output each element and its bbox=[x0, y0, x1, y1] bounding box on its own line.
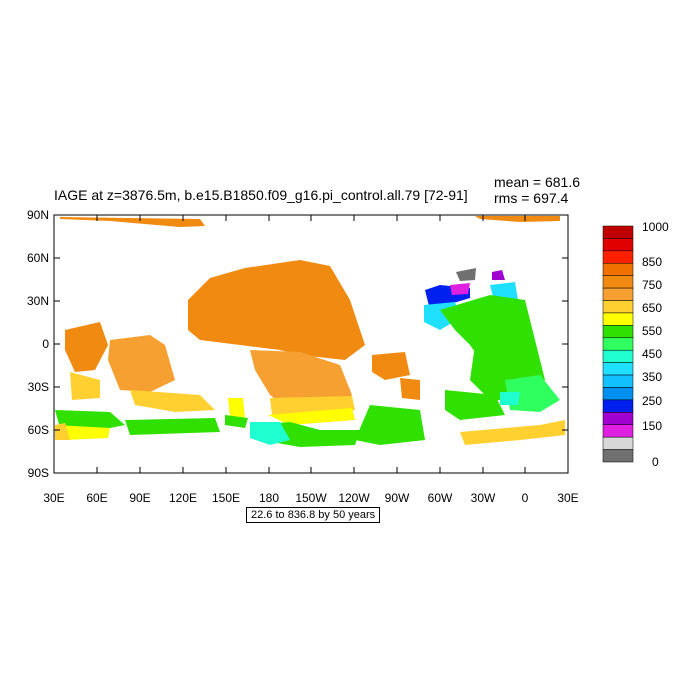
colorbar-swatch bbox=[602, 449, 634, 463]
south-atlantic-cyan bbox=[500, 392, 520, 405]
southern-ocean-east bbox=[460, 420, 565, 445]
lon-label: 60E bbox=[86, 491, 107, 505]
lon-label: 0 bbox=[522, 491, 529, 505]
lat-label: 60N bbox=[27, 251, 49, 265]
colorbar-label: 650 bbox=[642, 301, 662, 315]
lat-label: 90S bbox=[28, 466, 49, 480]
colorbar-label: 150 bbox=[642, 419, 662, 433]
colorbar-swatch bbox=[602, 399, 634, 413]
colorbar-swatch bbox=[602, 337, 634, 351]
arctic-strip-west bbox=[60, 217, 205, 227]
central-pacific bbox=[250, 350, 352, 410]
greenland-gray bbox=[456, 268, 476, 281]
indian-ocean-south bbox=[130, 390, 215, 412]
colorbar-swatch bbox=[602, 436, 634, 450]
colorbar-label: 250 bbox=[642, 394, 662, 408]
mean-value: mean = 681.6 bbox=[494, 174, 581, 190]
colorbar-swatch bbox=[602, 225, 634, 239]
south-pacific-band bbox=[268, 408, 355, 425]
lat-labels: 90N 60N 30N 0 30S 60S 90S bbox=[27, 208, 49, 480]
south-atlantic-bright bbox=[505, 375, 560, 412]
map-plot-area: 90N 60N 30N 0 30S 60S 90S 30E 60E 90E 12… bbox=[27, 208, 579, 505]
north-pacific bbox=[188, 260, 365, 360]
colorbar-swatch bbox=[602, 300, 634, 314]
lat-label: 30S bbox=[28, 380, 49, 394]
arctic-strip-east bbox=[475, 216, 560, 222]
colorbar-swatch bbox=[602, 349, 634, 363]
lon-label: 150W bbox=[295, 491, 327, 505]
north-atlantic-magenta bbox=[450, 283, 470, 295]
colorbar-swatch bbox=[602, 238, 634, 252]
colorbar-label: 550 bbox=[642, 324, 662, 338]
lon-label: 180 bbox=[259, 491, 279, 505]
lat-label: 60S bbox=[28, 423, 49, 437]
nordic-purple bbox=[492, 270, 505, 280]
colorbar-swatch bbox=[602, 263, 634, 276]
south-indian-green bbox=[55, 410, 125, 430]
east-pacific bbox=[372, 352, 410, 380]
lon-label: 90W bbox=[385, 491, 410, 505]
tasman-yellow bbox=[228, 398, 245, 418]
lat-tick-marks bbox=[54, 214, 568, 474]
lon-labels: 30E 60E 90E 120E 150E 180 150W 120W 90W … bbox=[43, 491, 578, 505]
contour-range-label: 22.6 to 836.8 by 50 years bbox=[246, 507, 381, 523]
colorbar-swatch bbox=[602, 287, 634, 301]
colorbar-swatch bbox=[602, 374, 634, 388]
colorbar-label: 350 bbox=[642, 370, 662, 384]
colorbar-label: 850 bbox=[642, 255, 662, 269]
colorbar-swatch bbox=[602, 250, 634, 264]
lon-label: 120W bbox=[338, 491, 370, 505]
colorbar-swatch bbox=[602, 362, 634, 376]
lon-label: 30E bbox=[43, 491, 64, 505]
colorbar-swatch bbox=[602, 325, 634, 339]
plot-title: IAGE at z=3876.5m, b.e15.B1850.f09_g16.p… bbox=[54, 187, 468, 203]
southern-ocean-scotia bbox=[355, 405, 425, 445]
lon-label: 30W bbox=[471, 491, 496, 505]
colorbar bbox=[602, 225, 634, 463]
lon-label: 90E bbox=[129, 491, 150, 505]
southern-pacific-cyan bbox=[250, 422, 290, 445]
data-fields bbox=[55, 216, 565, 447]
colorbar-label: 1000 bbox=[642, 220, 669, 234]
lon-label: 150E bbox=[212, 491, 240, 505]
indian-ocean-west bbox=[70, 372, 100, 400]
colorbar-swatch bbox=[602, 424, 634, 438]
tasman-green bbox=[225, 415, 248, 428]
lon-label: 30E bbox=[557, 491, 578, 505]
colorbar-swatch bbox=[602, 312, 634, 326]
lat-label: 0 bbox=[42, 337, 49, 351]
indian-ocean bbox=[108, 335, 175, 392]
colorbar-swatch bbox=[602, 412, 634, 425]
rms-value: rms = 697.4 bbox=[494, 190, 569, 206]
colorbar-swatch bbox=[602, 387, 634, 401]
lon-label: 60W bbox=[428, 491, 453, 505]
colorbar-label: 0 bbox=[652, 455, 659, 469]
arabian-sea bbox=[65, 322, 108, 372]
southern-ocean-green-1 bbox=[125, 418, 220, 435]
southern-ocean-indian bbox=[55, 423, 70, 440]
south-atlantic-west bbox=[445, 390, 505, 420]
colorbar-swatch bbox=[602, 275, 634, 289]
colorbar-label: 450 bbox=[642, 347, 662, 361]
lon-label: 120E bbox=[169, 491, 197, 505]
lat-label: 90N bbox=[27, 208, 49, 222]
lat-label: 30N bbox=[27, 294, 49, 308]
lon-tick-marks bbox=[53, 215, 569, 473]
colorbar-label: 750 bbox=[642, 278, 662, 292]
colorbar-labels: 1000 850 750 650 550 450 350 250 150 0 bbox=[642, 220, 669, 469]
east-pacific-south bbox=[400, 378, 420, 400]
